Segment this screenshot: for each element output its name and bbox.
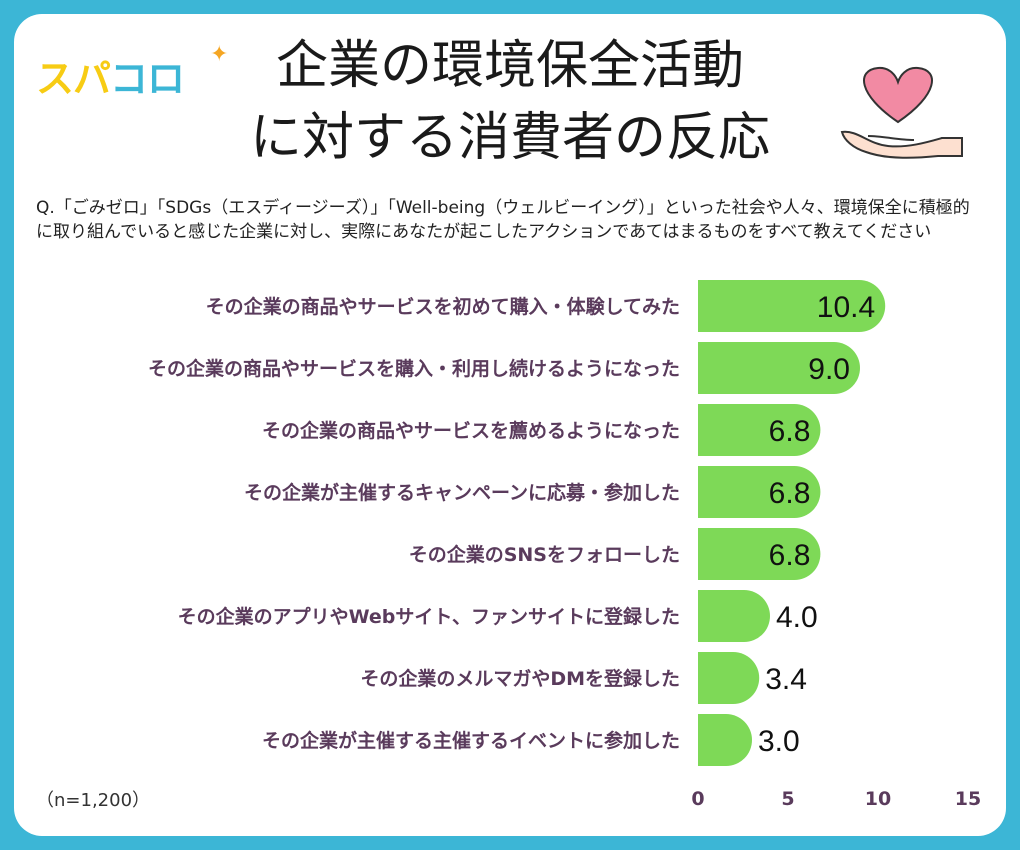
- bar: [698, 404, 821, 456]
- bar: [698, 342, 860, 394]
- category-label: その企業のメルマガやDMを登録した: [360, 667, 680, 690]
- page-title: 企業の環境保全活動 に対する消費者の反応: [200, 30, 820, 174]
- bar: [698, 714, 752, 766]
- category-label: その企業が主催するキャンペーンに応募・参加した: [244, 481, 680, 504]
- category-label: その企業のアプリやWebサイト、ファンサイトに登録した: [178, 605, 680, 628]
- bar: [698, 466, 821, 518]
- category-label: その企業の商品やサービスを購入・利用し続けるようになった: [148, 357, 680, 380]
- question-text: Q.「ごみゼロ」「SDGs（エスディージーズ）」「Well-being（ウェルビ…: [36, 198, 970, 242]
- category-label: その企業の商品やサービスを初めて購入・体験してみた: [206, 295, 680, 318]
- bar: [698, 590, 770, 642]
- sample-size-note: （n=1,200）: [36, 790, 151, 811]
- sparkle-icon: ✦: [210, 42, 229, 67]
- bar: [698, 280, 886, 332]
- value-label: 9.0: [808, 353, 850, 386]
- card: [14, 14, 1006, 836]
- value-label: 4.0: [776, 601, 818, 634]
- value-label: 6.8: [769, 539, 811, 572]
- x-tick-label: 0: [691, 788, 704, 810]
- title-line-2: に対する消費者の反応: [249, 108, 770, 168]
- heart-hand-icon: [840, 66, 963, 159]
- value-label: 3.0: [758, 725, 800, 758]
- x-tick-label: 5: [781, 788, 794, 810]
- logo: スパコロ: [36, 48, 185, 103]
- x-tick-label: 15: [955, 788, 981, 810]
- category-label: その企業が主催する主催するイベントに参加した: [262, 729, 680, 752]
- x-tick-label: 10: [865, 788, 891, 810]
- category-label: その企業の商品やサービスを薦めるようになった: [262, 419, 680, 442]
- value-label: 3.4: [765, 663, 807, 696]
- logo-part2: コロ: [110, 57, 185, 101]
- value-label: 6.8: [769, 415, 811, 448]
- bar: [698, 652, 760, 704]
- title-line-1: 企業の環境保全活動: [275, 36, 744, 96]
- logo-part1: スパ: [36, 57, 111, 101]
- value-label: 10.4: [817, 291, 875, 324]
- value-label: 6.8: [769, 477, 811, 510]
- bar: [698, 528, 821, 580]
- category-label: その企業のSNSをフォローした: [409, 543, 680, 566]
